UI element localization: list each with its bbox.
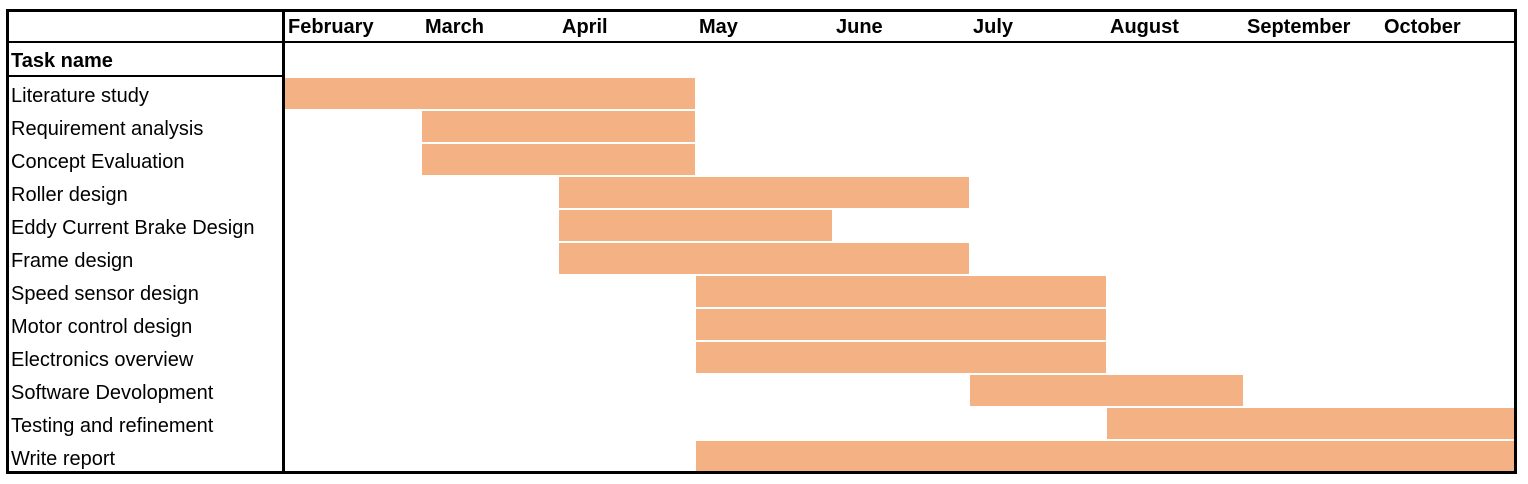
task-label: Software Devolopment [11,382,214,404]
task-bar [559,177,969,208]
month-label: June [836,16,883,38]
task-label: Speed sensor design [11,283,199,305]
month-label: May [699,16,738,38]
task-bar [559,243,969,274]
task-bar [285,78,695,109]
task-bar [696,276,1106,307]
task-bar [696,342,1106,373]
month-label: September [1247,16,1351,38]
task-label: Frame design [11,250,134,272]
column-divider [282,9,285,474]
month-label: March [425,16,484,38]
month-label: April [562,16,608,38]
task-bar [970,375,1243,406]
task-bar [422,111,695,142]
task-label: Electronics overview [11,349,194,371]
month-label: February [288,16,374,38]
month-label: August [1110,16,1179,38]
frame-left [6,9,9,474]
task-bar [1107,408,1515,439]
task-label: Literature study [11,85,149,107]
task-name-header: Task name [11,50,113,72]
frame-bottom [6,471,1517,474]
month-label: October [1384,16,1461,38]
frame-top [6,9,1517,12]
task-label: Concept Evaluation [11,151,185,173]
task-label: Requirement analysis [11,118,204,140]
task-header-divider [6,75,284,77]
task-label: Eddy Current Brake Design [11,217,255,239]
task-bar [696,441,1515,472]
task-bar [422,144,695,175]
task-bar [559,210,832,241]
frame-right [1514,9,1517,474]
month-label: July [973,16,1014,38]
header-divider [6,41,1517,43]
task-label: Testing and refinement [11,415,214,437]
task-label: Write report [11,448,116,470]
task-bar [696,309,1106,340]
task-label: Roller design [11,184,128,206]
task-label: Motor control design [11,316,193,338]
